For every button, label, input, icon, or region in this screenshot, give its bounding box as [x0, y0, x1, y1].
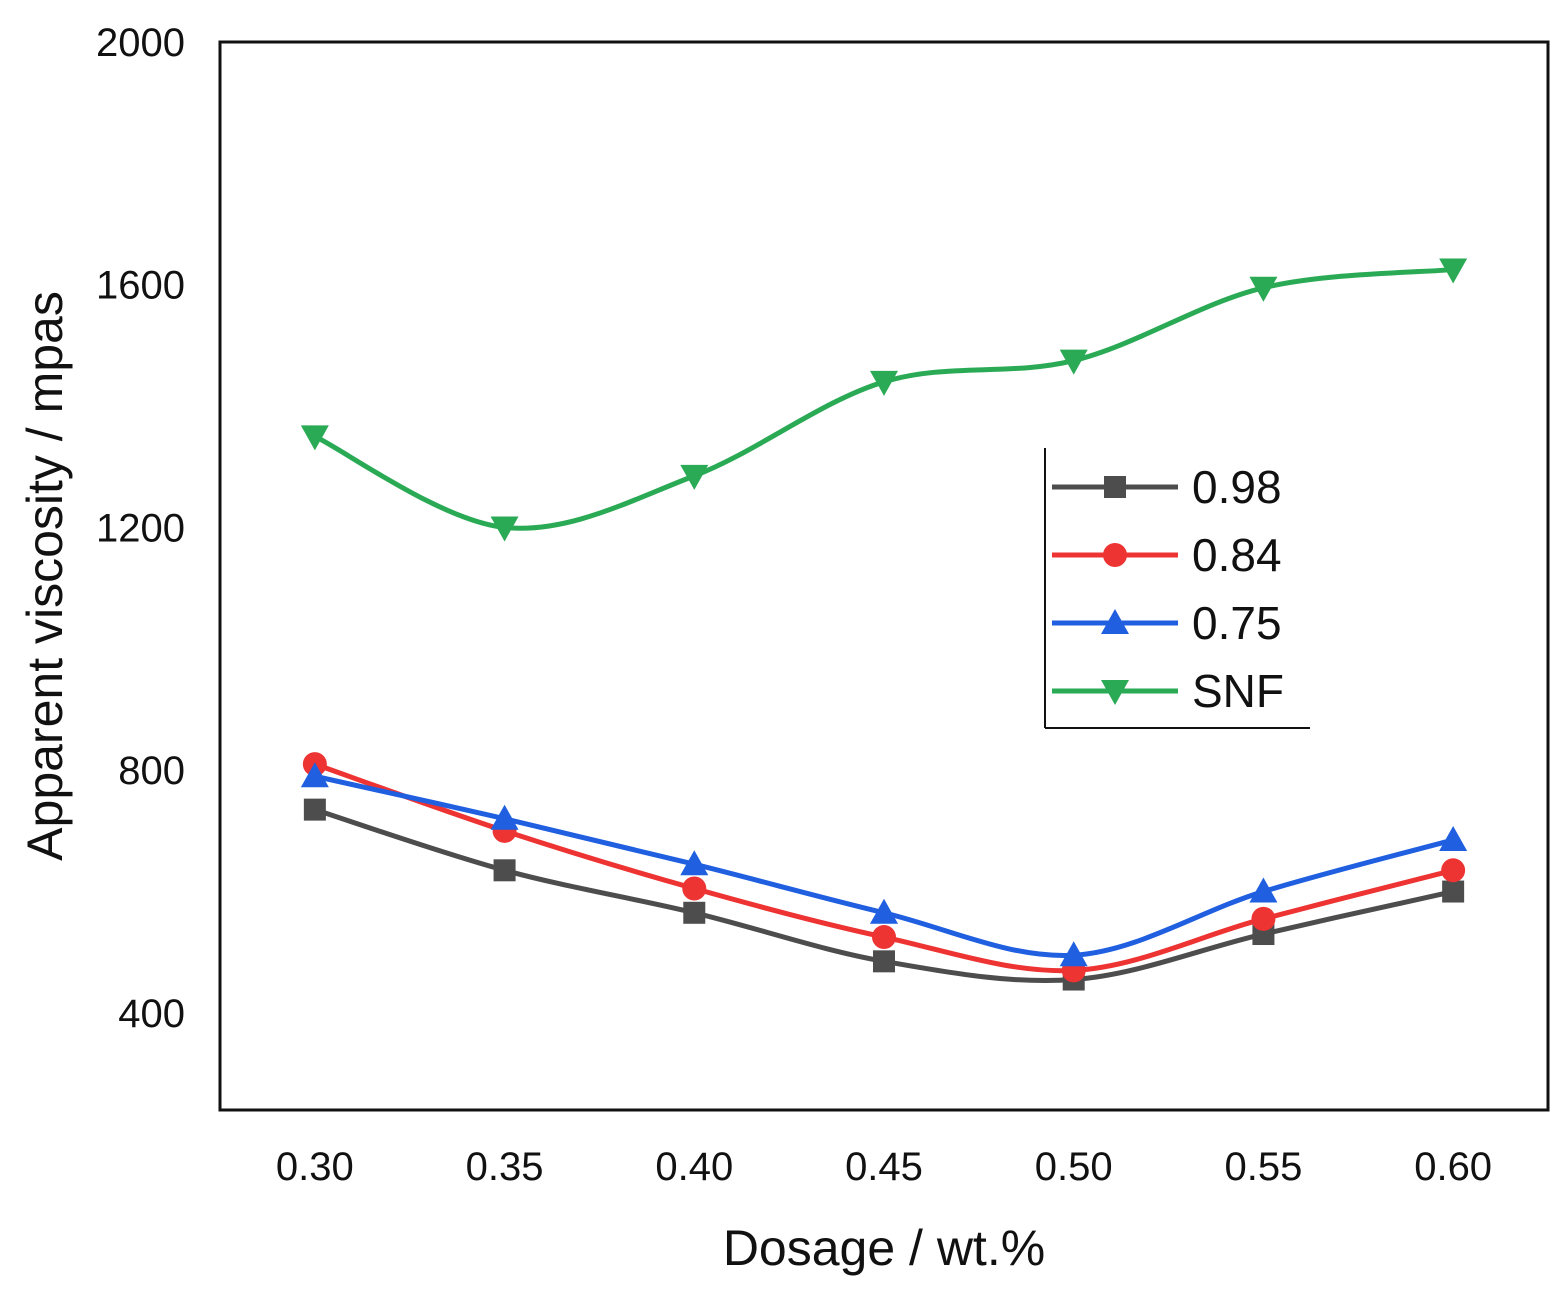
- data-point: [493, 859, 516, 882]
- series-snf: [300, 258, 1468, 542]
- y-tick-label: 1600: [96, 264, 185, 308]
- data-point: [1059, 349, 1088, 375]
- data-point: [1441, 858, 1466, 883]
- x-tick-label: 0.30: [276, 1145, 354, 1189]
- data-point: [300, 425, 329, 451]
- data-point: [873, 950, 895, 973]
- series-0-75: [300, 762, 1468, 967]
- data-point: [1439, 258, 1468, 284]
- y-tick-label: 800: [118, 749, 185, 793]
- x-axis-title: Dosage / wt.%: [723, 1220, 1045, 1276]
- data-point: [870, 370, 898, 396]
- data-point: [303, 798, 326, 821]
- y-axis-title: Apparent viscosity / mpas: [17, 291, 73, 861]
- data-point: [1251, 906, 1276, 931]
- data-point: [490, 516, 519, 542]
- y-tick-label: 400: [118, 992, 185, 1036]
- y-tick-label: 1200: [96, 506, 185, 550]
- series-layer: [300, 258, 1468, 991]
- legend-item: 0.75: [1052, 597, 1282, 649]
- legend-swatch-marker: [1103, 543, 1127, 567]
- series-0-98: [303, 798, 1465, 991]
- data-point: [870, 898, 898, 924]
- x-tick-label: 0.60: [1414, 1145, 1492, 1189]
- plot-frame: [218, 40, 1550, 1112]
- y-tick-label: 2000: [96, 21, 185, 65]
- x-tick-label: 0.55: [1224, 1145, 1302, 1189]
- legend-swatch-marker: [1101, 680, 1129, 705]
- data-point: [300, 762, 329, 788]
- x-axis-ticks: 0.30 0.35 0.40 0.45 0.50 0.55 0.60: [276, 1145, 1492, 1189]
- x-tick-label: 0.35: [466, 1145, 544, 1189]
- data-point: [1442, 880, 1465, 903]
- data-point: [680, 850, 709, 876]
- data-point: [1439, 825, 1468, 851]
- data-point: [1249, 276, 1278, 302]
- legend-label: 0.84: [1192, 529, 1282, 581]
- data-point: [683, 901, 706, 924]
- legend-item: SNF: [1052, 665, 1284, 717]
- data-point: [1249, 877, 1278, 903]
- data-point: [680, 464, 709, 490]
- data-point: [682, 876, 707, 901]
- x-tick-label: 0.45: [845, 1145, 923, 1189]
- legend-item: 0.98: [1052, 461, 1282, 513]
- x-tick-label: 0.40: [655, 1145, 733, 1189]
- data-point: [872, 925, 896, 950]
- legend-item: 0.84: [1052, 529, 1282, 581]
- legend-swatch-marker: [1101, 609, 1129, 634]
- legend-label: 0.75: [1192, 597, 1282, 649]
- data-point: [490, 804, 519, 830]
- legend: 0.98 0.84 0.75 SNF: [1044, 448, 1310, 729]
- series-0-84: [302, 752, 1466, 983]
- series-line: [313, 267, 1454, 531]
- data-point: [1059, 941, 1088, 967]
- legend-label: SNF: [1192, 665, 1284, 717]
- y-axis-ticks: 400 800 1200 1600 2000: [96, 21, 185, 1036]
- legend-label: 0.98: [1192, 461, 1282, 513]
- legend-swatch-marker: [1104, 476, 1126, 498]
- x-tick-label: 0.50: [1035, 1145, 1113, 1189]
